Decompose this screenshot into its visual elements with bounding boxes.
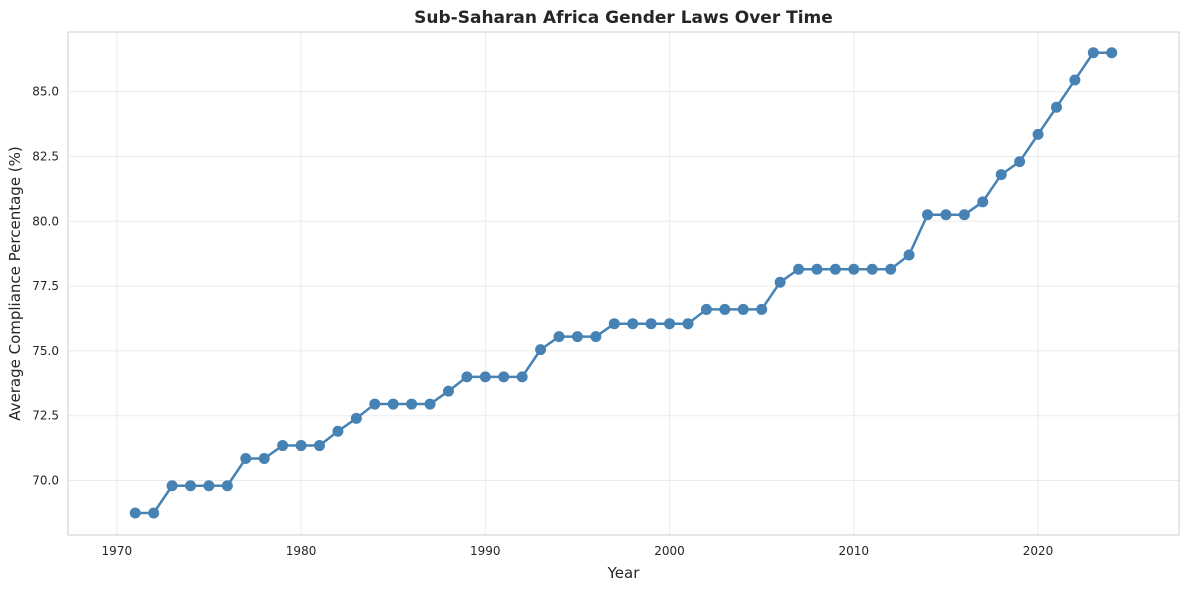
- data-point: [664, 318, 676, 330]
- y-tick-label: 77.5: [32, 279, 59, 293]
- chart-title: Sub-Saharan Africa Gender Laws Over Time: [414, 8, 833, 28]
- y-tick-label: 85.0: [32, 85, 59, 99]
- data-point: [516, 371, 528, 383]
- data-point: [479, 371, 491, 383]
- y-tick-label: 72.5: [32, 409, 59, 423]
- data-point: [406, 398, 418, 410]
- data-point: [332, 425, 344, 437]
- data-point: [442, 385, 454, 397]
- data-point: [313, 440, 325, 452]
- data-point: [719, 303, 731, 315]
- data-point: [553, 331, 565, 343]
- data-point: [461, 371, 473, 383]
- data-point: [829, 263, 841, 275]
- data-point: [958, 209, 970, 221]
- data-point: [277, 440, 289, 452]
- data-point: [203, 480, 215, 492]
- data-point: [940, 209, 952, 221]
- y-axis-label: Average Compliance Percentage (%): [6, 146, 24, 421]
- data-point: [1032, 128, 1044, 140]
- x-tick-label: 2010: [839, 544, 870, 558]
- data-point: [221, 480, 233, 492]
- data-point: [590, 331, 602, 343]
- y-tick-label: 70.0: [32, 474, 59, 488]
- data-point: [535, 344, 547, 356]
- data-point: [166, 480, 178, 492]
- data-point: [571, 331, 583, 343]
- data-point: [682, 318, 694, 330]
- data-point: [903, 249, 915, 261]
- y-tick-label: 82.5: [32, 149, 59, 163]
- data-point: [1087, 47, 1099, 59]
- x-tick-label: 2000: [654, 544, 685, 558]
- data-point: [424, 398, 436, 410]
- data-point: [608, 318, 620, 330]
- data-point: [129, 507, 141, 519]
- data-point: [369, 398, 381, 410]
- data-point: [866, 263, 878, 275]
- data-point: [774, 276, 786, 288]
- data-point: [995, 169, 1007, 181]
- data-point: [1050, 101, 1062, 113]
- data-point: [811, 263, 823, 275]
- x-tick-label: 1980: [286, 544, 317, 558]
- data-point: [258, 453, 270, 465]
- data-point: [350, 412, 362, 424]
- x-tick-label: 1970: [102, 544, 133, 558]
- data-point: [645, 318, 657, 330]
- x-tick-label: 1990: [470, 544, 501, 558]
- data-point: [737, 303, 749, 315]
- plot-area-frame: [67, 31, 1180, 536]
- data-point: [387, 398, 399, 410]
- data-point: [1069, 74, 1081, 86]
- data-point: [185, 480, 197, 492]
- grid: [68, 32, 1179, 535]
- x-axis-label: Year: [607, 564, 641, 582]
- data-point: [1106, 47, 1118, 59]
- y-tick-label: 75.0: [32, 344, 59, 358]
- data-point: [148, 507, 160, 519]
- tick-labels: 1970 1980 1990 2000 2010 2020 70.0 72.5 75.0 77.5…: [32, 85, 1053, 558]
- data-point: [793, 263, 805, 275]
- series-group: [129, 47, 1118, 519]
- data-point: [240, 453, 252, 465]
- data-point: [977, 196, 989, 208]
- data-point: [627, 318, 639, 330]
- data-point: [295, 440, 307, 452]
- data-point: [848, 263, 860, 275]
- data-point: [885, 263, 897, 275]
- data-point: [1014, 156, 1026, 168]
- data-point: [700, 303, 712, 315]
- y-tick-label: 80.0: [32, 214, 59, 228]
- data-point: [498, 371, 510, 383]
- x-tick-label: 2020: [1023, 544, 1054, 558]
- data-point: [922, 209, 934, 221]
- data-point: [756, 303, 768, 315]
